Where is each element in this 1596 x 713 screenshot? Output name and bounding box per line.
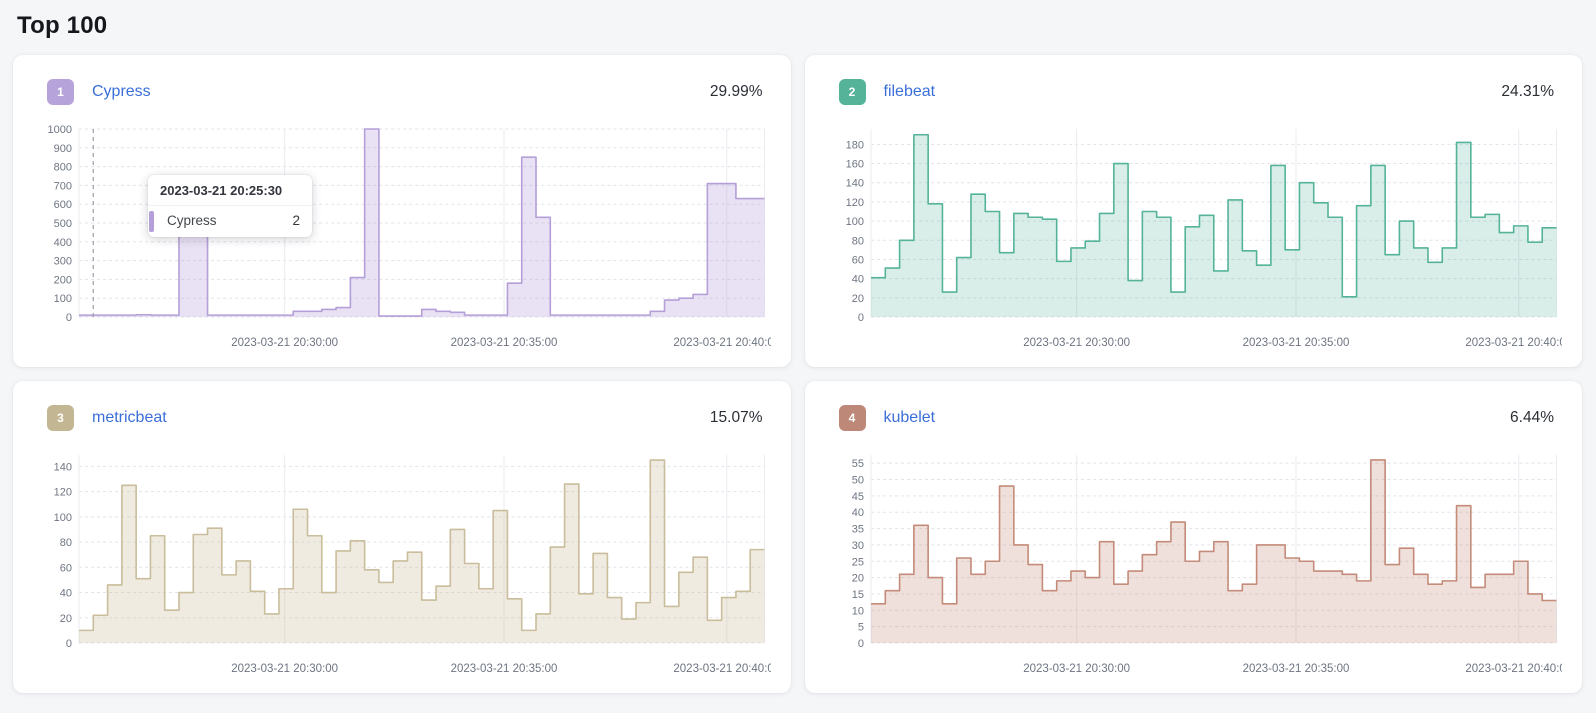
tooltip-series-row: Cypress 2	[148, 206, 312, 237]
series-link-cypress[interactable]: Cypress	[92, 83, 151, 100]
y-tick-label: 30	[851, 540, 863, 552]
y-tick-label: 1000	[48, 124, 72, 136]
y-tick-label: 100	[54, 293, 72, 305]
y-tick-label: 60	[60, 562, 72, 574]
y-tick-label: 20	[851, 293, 863, 305]
y-tick-label: 0	[66, 312, 72, 324]
x-tick-label: 2023-03-21 20:35:00	[451, 337, 558, 349]
x-tick-label: 2023-03-21 20:35:00	[1242, 337, 1349, 349]
y-tick-label: 100	[845, 216, 863, 228]
filebeat-chart-svg[interactable]: 0 20 40 60 80 100 120 140 160 180 2023-03-21 20:30…	[825, 121, 1563, 353]
y-tick-label: 45	[851, 491, 863, 503]
y-tick-label: 900	[54, 143, 72, 155]
card-header: 4 kubelet 6.44%	[838, 405, 1563, 431]
page-title: Top 100	[17, 12, 108, 39]
x-tick-label: 2023-03-21 20:30:00	[231, 337, 338, 349]
percent-value: 6.44%	[1510, 409, 1554, 426]
x-tick-label: 2023-03-21 20:30:00	[1023, 663, 1130, 675]
area-series-fill	[79, 129, 765, 317]
percent-value: 24.31%	[1501, 83, 1554, 100]
y-tick-label: 400	[54, 237, 72, 249]
rank-badge: 1	[47, 79, 74, 105]
area-series-line	[870, 133, 1556, 298]
x-tick-label: 2023-03-21 20:40:00	[1465, 663, 1562, 675]
y-tick-label: 20	[60, 613, 72, 625]
metricbeat-chart-svg[interactable]: 0 20 40 60 80 100 120 140 2023-03-21 20:30:00 202…	[33, 447, 771, 679]
y-tick-label: 15	[851, 589, 863, 601]
rank-badge: 3	[47, 405, 74, 431]
percent-value: 29.99%	[709, 83, 763, 100]
kubelet-chart-svg[interactable]: 0 5 10 15 20 25 30 35 40 45 50 55 2023-03-21 20:30:0…	[825, 447, 1563, 679]
chart-card-filebeat: 2 filebeat 24.31% 0 20 40 60 80 100 120 140 160 1…	[804, 55, 1582, 367]
card-header: 3 metricbeat 15.07%	[47, 405, 771, 431]
y-tick-label: 40	[851, 274, 863, 286]
y-tick-label: 200	[54, 274, 72, 286]
cypress-chart-svg[interactable]: 0 100 200 300 400 500 600 700 800 900 1000 2023-03-…	[33, 121, 771, 353]
chart-card-cypress: 1 Cypress 29.99% 0 100 200 300 400 500 600 700 8…	[13, 55, 791, 367]
y-tick-label: 0	[857, 312, 863, 324]
y-tick-label: 0	[857, 638, 863, 650]
y-tick-label: 35	[851, 524, 863, 536]
percent-value: 15.07%	[709, 409, 763, 426]
x-tick-label: 2023-03-21 20:35:00	[451, 663, 558, 675]
tooltip-series-marker	[149, 211, 154, 232]
y-tick-label: 25	[851, 556, 863, 568]
y-tick-label: 55	[851, 458, 863, 470]
y-tick-label: 160	[845, 159, 863, 171]
area-series-line	[870, 459, 1556, 605]
x-tick-label: 2023-03-21 20:40:00	[673, 663, 770, 675]
y-tick-label: 40	[851, 507, 863, 519]
y-tick-label: 40	[60, 588, 72, 600]
y-tick-label: 180	[845, 139, 863, 151]
y-tick-label: 100	[54, 512, 72, 524]
y-tick-label: 0	[66, 638, 72, 650]
y-tick-label: 80	[851, 235, 863, 247]
series-link-filebeat[interactable]: filebeat	[883, 83, 936, 100]
y-tick-label: 600	[54, 199, 72, 211]
x-tick-label: 2023-03-21 20:35:00	[1242, 663, 1349, 675]
tooltip-timestamp: 2023-03-21 20:25:30	[148, 175, 312, 206]
x-tick-label: 2023-03-21 20:40:00	[1465, 337, 1562, 349]
tooltip-series-value: 2	[292, 213, 300, 228]
y-tick-label: 5	[857, 622, 863, 634]
x-tick-label: 2023-03-21 20:40:00	[673, 337, 770, 349]
chart-card-metricbeat: 3 metricbeat 15.07% 0 20 40 60 80 100 120 140 20…	[13, 381, 791, 693]
y-tick-label: 80	[60, 537, 72, 549]
x-tick-label: 2023-03-21 20:30:00	[231, 663, 338, 675]
card-header: 2 filebeat 24.31%	[838, 79, 1563, 105]
y-tick-label: 20	[851, 573, 863, 585]
cards-grid: 1 Cypress 29.99% 0 100 200 300 400 500 600 700 8…	[13, 55, 1582, 693]
tooltip-series-name: Cypress	[167, 213, 217, 228]
rank-badge: 4	[838, 405, 866, 431]
y-tick-label: 800	[54, 162, 72, 174]
chart-tooltip: 2023-03-21 20:25:30 Cypress 2	[148, 175, 312, 237]
y-tick-label: 140	[845, 178, 863, 190]
card-header: 1 Cypress 29.99%	[47, 79, 771, 105]
series-link-kubelet[interactable]: kubelet	[883, 409, 936, 426]
x-tick-label: 2023-03-21 20:30:00	[1023, 337, 1130, 349]
gridlines	[870, 455, 1557, 644]
series-link-metricbeat[interactable]: metricbeat	[92, 409, 167, 426]
area-series-line	[79, 459, 765, 632]
chart-card-kubelet: 4 kubelet 6.44% 0 5 10 15 20 25 30 35 40 45 50 55 20…	[804, 381, 1582, 693]
y-tick-label: 10	[851, 605, 863, 617]
y-tick-label: 140	[54, 461, 72, 473]
y-tick-label: 300	[54, 256, 72, 268]
y-tick-label: 120	[54, 487, 72, 499]
y-tick-label: 60	[851, 254, 863, 266]
y-tick-label: 700	[54, 180, 72, 192]
y-tick-label: 120	[845, 197, 863, 209]
area-series-fill	[79, 460, 765, 643]
y-tick-label: 50	[851, 475, 863, 487]
rank-badge: 2	[838, 79, 866, 105]
y-tick-label: 500	[54, 218, 72, 230]
